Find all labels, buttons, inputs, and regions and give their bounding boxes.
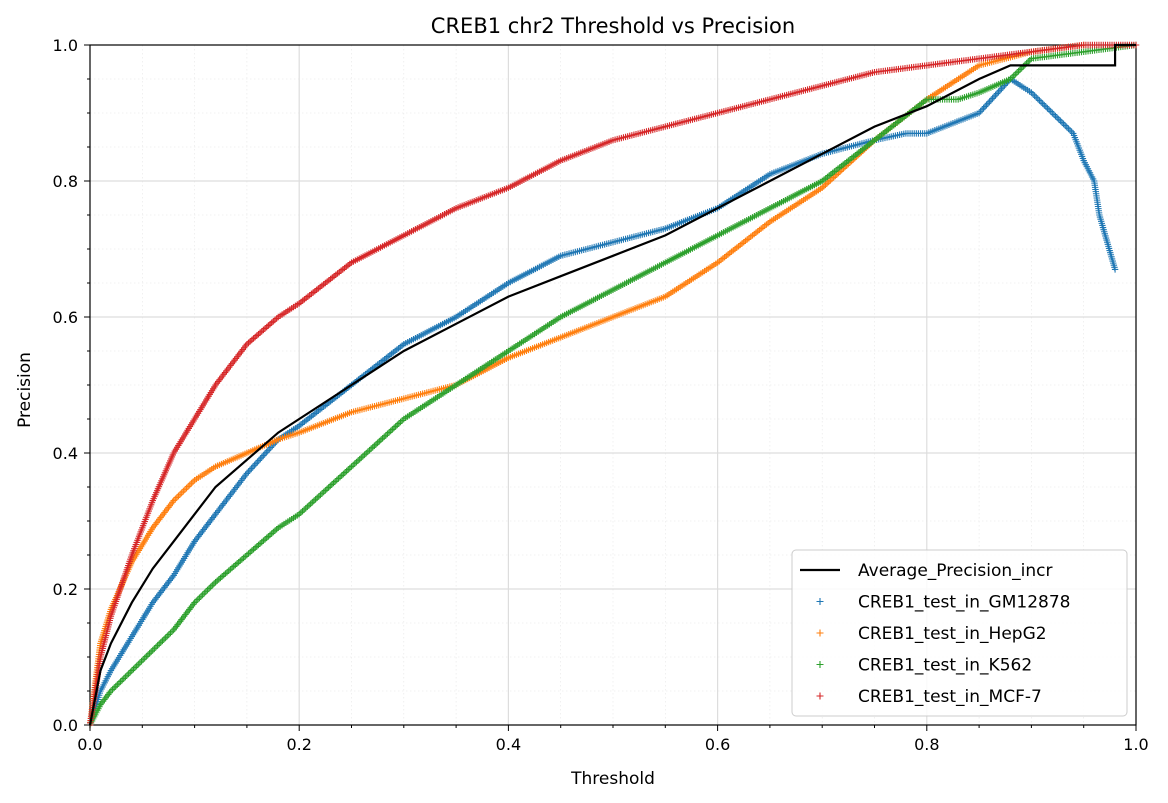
x-axis-label: Threshold [570,769,655,789]
legend-label: Average_Precision_incr [858,561,1053,581]
x-tick-label: 1.0 [1123,735,1148,754]
legend-marker-swatch [816,692,824,700]
x-axis-ticks: 0.0 0.2 0.4 0.6 0.8 1.0 [77,725,1149,754]
series-CREB1_test_in_K562 [86,41,1140,729]
x-tick-label: 0.2 [286,735,311,754]
x-tick-label: 0.6 [705,735,730,754]
y-tick-label: 0.6 [53,308,78,327]
y-tick-label: 0.4 [53,444,78,463]
legend: Average_Precision_incr CREB1_test_in_GM12… [791,549,1128,717]
legend-marker-swatch [816,598,824,605]
legend-box [791,549,1128,717]
y-tick-label: 1.0 [53,36,78,55]
legend-label: CREB1_test_in_MCF-7 [858,687,1042,707]
y-axis-label: Precision [15,352,35,428]
legend-label: CREB1_test_in_K562 [858,656,1032,676]
x-tick-label: 0.8 [914,735,939,754]
legend-label: CREB1_test_in_HepG2 [858,624,1047,644]
line-Average_Precision_incr [88,43,1136,726]
x-tick-label: 0.4 [496,735,521,754]
data-point [1111,266,1119,273]
legend-marker-swatch [816,629,824,637]
chart-title: CREB1 chr2 Threshold vs Precision [431,14,795,38]
y-axis-ticks: 0.0 0.2 0.4 0.6 0.8 1.0 [53,36,90,735]
x-tick-label: 0.0 [77,735,102,754]
y-tick-label: 0.2 [53,580,78,599]
line-layer [88,43,1136,726]
series-CREB1_test_in_MCF-7 [86,41,1140,729]
legend-marker-swatch [816,661,824,668]
y-tick-label: 0.0 [53,716,78,735]
y-tick-label: 0.8 [53,172,78,191]
series-layer [86,41,1140,729]
legend-label: CREB1_test_in_GM12878 [858,593,1070,613]
